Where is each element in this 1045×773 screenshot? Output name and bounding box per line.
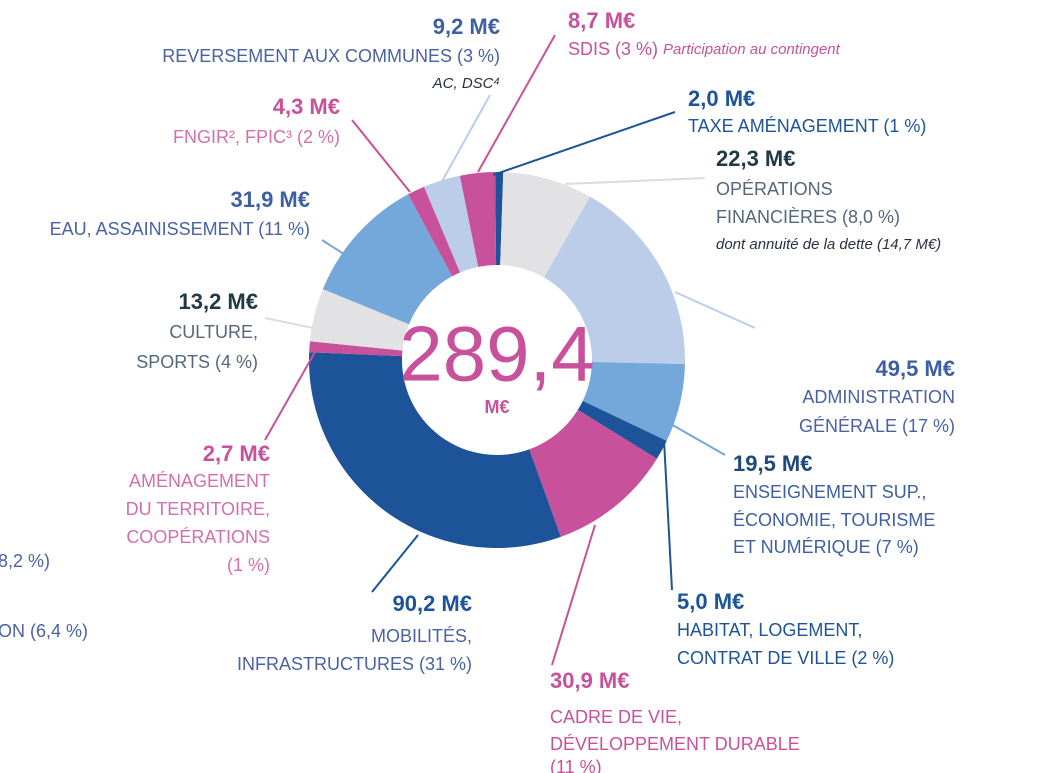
donut-slice — [495, 172, 504, 266]
category-label: SDIS (3 %) Participation au contingent — [568, 39, 841, 59]
category-label: ET NUMÉRIQUE (7 %) — [733, 537, 919, 557]
donut-slice — [424, 175, 479, 273]
category-label: (1 %) — [227, 555, 270, 575]
donut-slice — [309, 289, 409, 351]
leader-line — [477, 34, 556, 173]
leader-line — [371, 534, 419, 593]
leader-line — [564, 177, 706, 185]
donut-slice — [309, 352, 561, 549]
category-label: TAXE AMÉNAGEMENT (1 %) — [688, 116, 926, 136]
donut-slice — [309, 341, 403, 357]
donut-slice — [544, 196, 685, 365]
leader-line — [351, 119, 411, 193]
donut-slice — [408, 186, 461, 277]
category-label: FNGIR², FPIC³ (2 %) — [173, 127, 340, 147]
note: Participation au contingent — [663, 41, 841, 58]
value-label: 2,7 M€ — [203, 441, 270, 466]
value-label: 19,5 M€ — [733, 451, 813, 476]
category-label: MOBILITÉS, — [371, 626, 472, 646]
leader-line — [439, 94, 491, 186]
value-label: 4,3 M€ — [273, 94, 340, 119]
category-label: CADRE DE VIE, — [550, 707, 682, 727]
category-label: CULTURE, — [169, 322, 258, 342]
note: dont annuité de la dette (14,7 M€) — [716, 236, 941, 253]
category-label: EAU, ASSAINISSEMENT (11 %) — [50, 219, 310, 239]
leader-line — [492, 111, 676, 176]
value-label: 49,5 M€ — [876, 356, 956, 381]
center-unit: M€ — [484, 397, 509, 417]
donut-slice — [500, 172, 591, 278]
category-label: SPORTS (4 %) — [136, 352, 258, 372]
leader-line — [551, 524, 596, 666]
value-label: 9,2 M€ — [433, 14, 500, 39]
category-label: GÉNÉRALE (17 %) — [799, 416, 955, 436]
value-label: 5,0 M€ — [677, 589, 744, 614]
category-label: AMÉNAGEMENT — [129, 471, 270, 491]
center-total: 289,4 — [399, 310, 594, 398]
note: AC, DSC⁴ — [432, 75, 500, 92]
category-label: FINANCIÈRES (8,0 %) — [716, 207, 900, 227]
category-label: ÉCONOMIE, TOURISME — [733, 510, 935, 530]
category-label: INFRASTRUCTURES (31 %) — [237, 654, 472, 674]
category-label: DU TERRITOIRE, — [126, 499, 270, 519]
value-label: 30,9 M€ — [550, 668, 630, 693]
leader-line — [321, 239, 351, 259]
category-label: SDIS (3 %) — [568, 39, 658, 59]
category-label: REVERSEMENT AUX COMMUNES (3 %) — [162, 46, 500, 66]
category-label: DÉVELOPPEMENT DURABLE — [550, 734, 800, 754]
donut-slice — [577, 400, 667, 459]
category-label: CONTRAT DE VILLE (2 %) — [677, 648, 894, 668]
value-label: 22,3 M€ — [716, 146, 796, 171]
category-label: COOPÉRATIONS — [126, 527, 270, 547]
donut-slice — [529, 409, 657, 537]
category-label: ENSEIGNEMENT SUP., — [733, 482, 926, 502]
category-label: ADMINISTRATION — [802, 387, 955, 407]
value-label: 8,7 M€ — [568, 8, 635, 33]
leader-line — [663, 439, 673, 591]
value-label: 90,2 M€ — [393, 591, 473, 616]
value-label: 31,9 M€ — [231, 187, 311, 212]
donut-slice — [582, 362, 685, 441]
leader-line — [654, 414, 726, 456]
clipped-label: ON (6,4 %) — [0, 621, 88, 641]
value-label: 2,0 M€ — [688, 86, 755, 111]
category-label: (11 %) — [550, 757, 602, 773]
donut-slice — [459, 172, 497, 267]
leader-line — [674, 291, 756, 329]
leader-line — [264, 317, 314, 329]
category-label: OPÉRATIONS — [716, 179, 833, 199]
clipped-label: 8,2 %) — [0, 551, 50, 571]
category-label: HABITAT, LOGEMENT, — [677, 620, 862, 640]
value-label: 13,2 M€ — [179, 289, 259, 314]
donut-slice — [322, 194, 453, 325]
leader-line — [264, 351, 316, 441]
